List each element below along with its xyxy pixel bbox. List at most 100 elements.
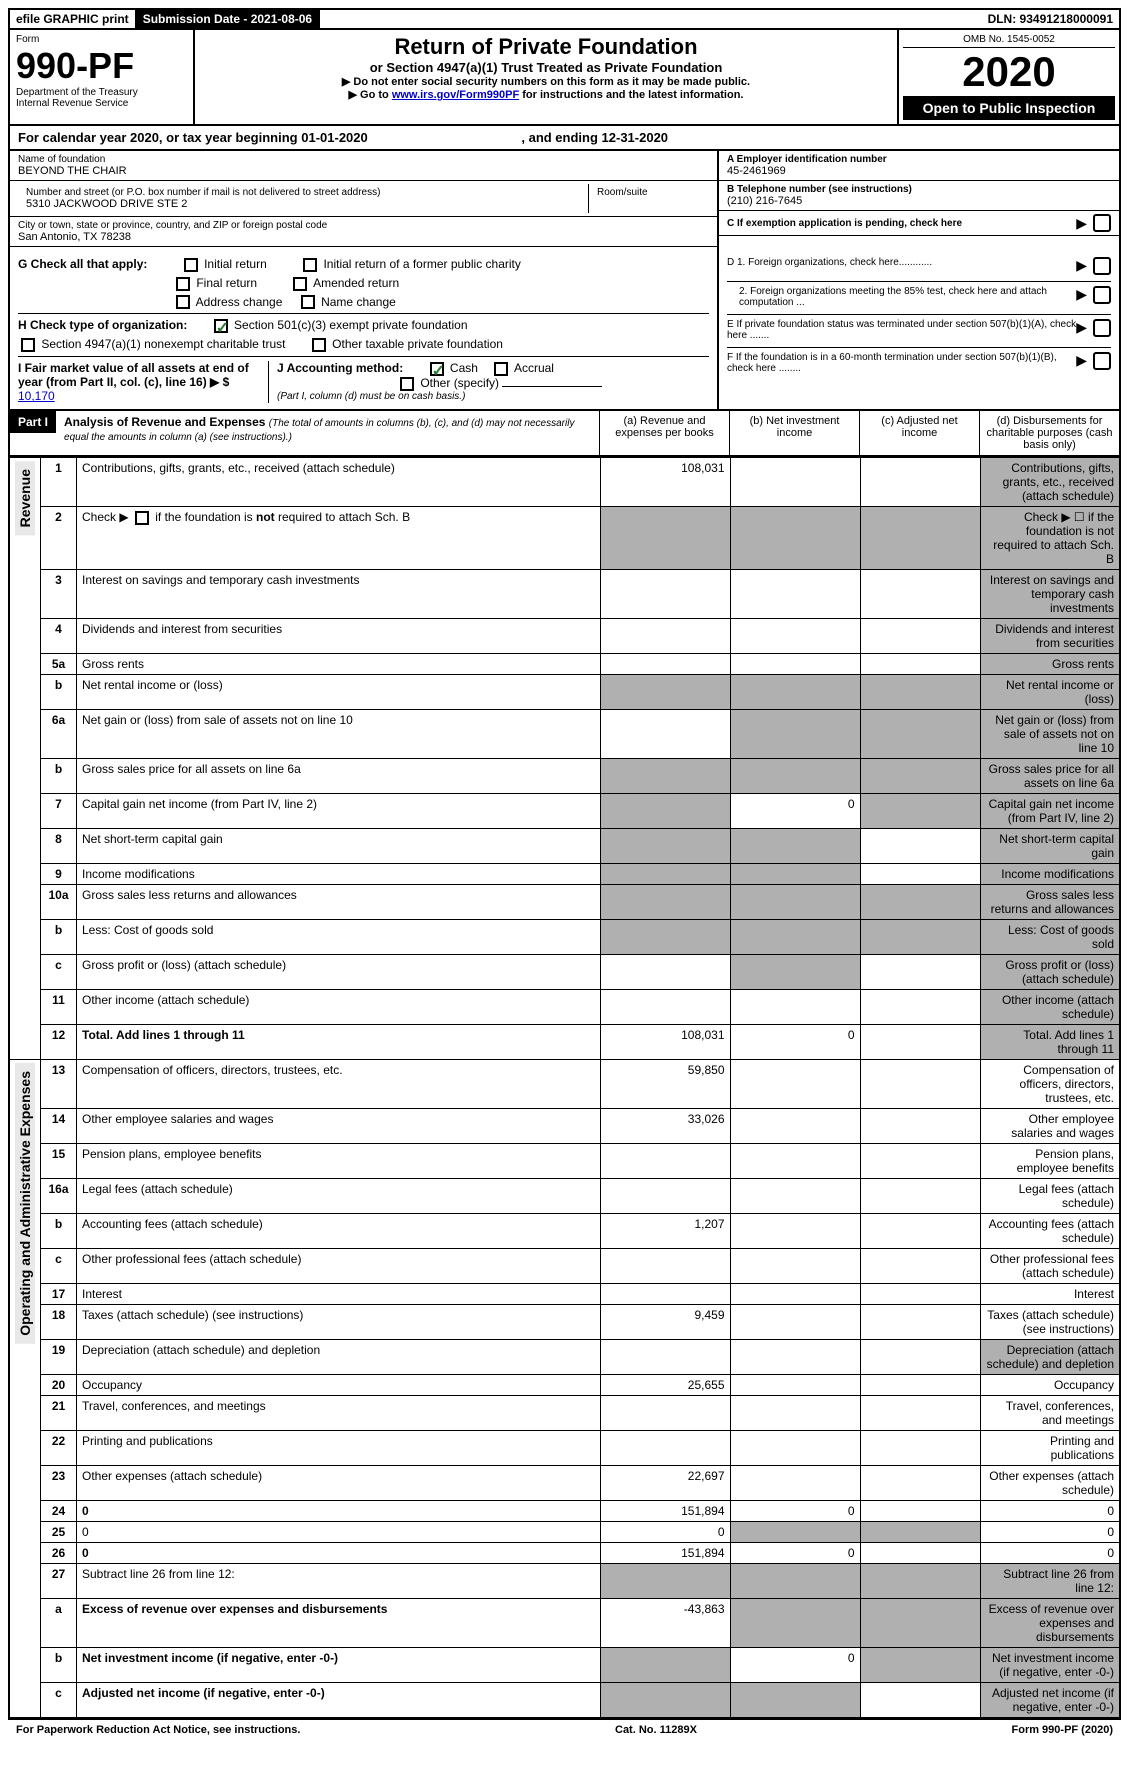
cell-b xyxy=(730,1144,860,1179)
cell-a xyxy=(600,829,730,864)
col-d-header: (d) Disbursements for charitable purpose… xyxy=(979,411,1119,455)
table-row: Revenue1Contributions, gifts, grants, et… xyxy=(9,458,1120,507)
cell-a: 151,894 xyxy=(600,1543,730,1564)
line-desc: Capital gain net income (from Part IV, l… xyxy=(77,794,601,829)
line-number: 7 xyxy=(41,794,77,829)
cell-b xyxy=(730,1599,860,1648)
cell-c xyxy=(860,654,980,675)
table-row: bGross sales price for all assets on lin… xyxy=(9,759,1120,794)
irs-link[interactable]: www.irs.gov/Form990PF xyxy=(392,89,519,101)
addr-change-checkbox[interactable] xyxy=(176,295,190,309)
line-desc: Gross rents xyxy=(77,654,601,675)
cell-c xyxy=(860,1396,980,1431)
fmv-value[interactable]: 10,170 xyxy=(18,389,55,403)
line-desc: Depreciation (attach schedule) and deple… xyxy=(77,1340,601,1375)
cell-a: 108,031 xyxy=(600,458,730,507)
line-number: 13 xyxy=(41,1060,77,1109)
cell-c xyxy=(860,920,980,955)
cell-d: Excess of revenue over expenses and disb… xyxy=(980,1599,1120,1648)
cell-c xyxy=(860,1025,980,1060)
cell-d: Interest on savings and temporary cash i… xyxy=(980,570,1120,619)
cell-c xyxy=(860,710,980,759)
cell-d: Legal fees (attach schedule) xyxy=(980,1179,1120,1214)
exemption-checkbox[interactable] xyxy=(1093,214,1111,232)
sch-b-checkbox[interactable] xyxy=(135,511,149,525)
table-row: 15Pension plans, employee benefitsPensio… xyxy=(9,1144,1120,1179)
top-bar: efile GRAPHIC print Submission Date - 20… xyxy=(8,8,1121,30)
name-change-checkbox[interactable] xyxy=(301,295,315,309)
line-number: b xyxy=(41,759,77,794)
cell-d: Printing and publications xyxy=(980,1431,1120,1466)
cell-c xyxy=(860,885,980,920)
city: San Antonio, TX 78238 xyxy=(18,231,709,243)
line-number: 21 xyxy=(41,1396,77,1431)
line-desc: 0 xyxy=(77,1501,601,1522)
table-row: 6aNet gain or (loss) from sale of assets… xyxy=(9,710,1120,759)
line-number: 17 xyxy=(41,1284,77,1305)
line-desc: Printing and publications xyxy=(77,1431,601,1466)
cell-d: 0 xyxy=(980,1543,1120,1564)
cell-b: 0 xyxy=(730,1543,860,1564)
cell-c xyxy=(860,1214,980,1249)
cell-a xyxy=(600,864,730,885)
cell-b xyxy=(730,1683,860,1719)
f-checkbox[interactable] xyxy=(1093,352,1111,370)
line-number: a xyxy=(41,1599,77,1648)
j-note: (Part I, column (d) must be on cash basi… xyxy=(277,391,709,402)
cell-b xyxy=(730,1431,860,1466)
line-number: b xyxy=(41,1648,77,1683)
table-row: 260151,89400 xyxy=(9,1543,1120,1564)
cell-d: Gross profit or (loss) (attach schedule) xyxy=(980,955,1120,990)
table-row: 14Other employee salaries and wages33,02… xyxy=(9,1109,1120,1144)
line-number: 15 xyxy=(41,1144,77,1179)
dln: DLN: 93491218000091 xyxy=(982,10,1119,28)
cell-c xyxy=(860,1305,980,1340)
cell-c xyxy=(860,1109,980,1144)
amended-checkbox[interactable] xyxy=(293,277,307,291)
line-desc: Less: Cost of goods sold xyxy=(77,920,601,955)
cell-b: 0 xyxy=(730,1648,860,1683)
d1-checkbox[interactable] xyxy=(1093,257,1111,275)
line-desc: Occupancy xyxy=(77,1375,601,1396)
final-return-checkbox[interactable] xyxy=(176,277,190,291)
cell-b xyxy=(730,955,860,990)
room-label: Room/suite xyxy=(589,184,709,213)
cell-b xyxy=(730,829,860,864)
cell-a: 0 xyxy=(600,1522,730,1543)
cell-a xyxy=(600,507,730,570)
d2-checkbox[interactable] xyxy=(1093,286,1111,304)
accrual-checkbox[interactable] xyxy=(494,362,508,376)
line-desc: Other income (attach schedule) xyxy=(77,990,601,1025)
cell-b xyxy=(730,1564,860,1599)
other-specify-checkbox[interactable] xyxy=(400,377,414,391)
501c3-checkbox[interactable] xyxy=(214,319,228,333)
foundation-info: Name of foundation BEYOND THE CHAIR Numb… xyxy=(8,151,1121,247)
cell-d: Net short-term capital gain xyxy=(980,829,1120,864)
line-number: 6a xyxy=(41,710,77,759)
tax-year: 2020 xyxy=(903,48,1115,96)
table-row: bNet investment income (if negative, ent… xyxy=(9,1648,1120,1683)
initial-return-checkbox[interactable] xyxy=(184,258,198,272)
cell-a xyxy=(600,675,730,710)
other-taxable-checkbox[interactable] xyxy=(312,338,326,352)
line-desc: Adjusted net income (if negative, enter … xyxy=(77,1683,601,1719)
initial-former-checkbox[interactable] xyxy=(303,258,317,272)
line-desc: Income modifications xyxy=(77,864,601,885)
cell-c xyxy=(860,794,980,829)
cell-c xyxy=(860,619,980,654)
cell-d: Compensation of officers, directors, tru… xyxy=(980,1060,1120,1109)
line-desc: Gross sales price for all assets on line… xyxy=(77,759,601,794)
cell-c xyxy=(860,955,980,990)
cash-checkbox[interactable] xyxy=(430,362,444,376)
h-label: H Check type of organization: xyxy=(18,318,187,332)
line-number: b xyxy=(41,1214,77,1249)
4947-checkbox[interactable] xyxy=(21,338,35,352)
cell-d: Net rental income or (loss) xyxy=(980,675,1120,710)
col-c-header: (c) Adjusted net income xyxy=(859,411,979,455)
line-number: 5a xyxy=(41,654,77,675)
paperwork-notice: For Paperwork Reduction Act Notice, see … xyxy=(16,1724,300,1736)
table-row: 11Other income (attach schedule)Other in… xyxy=(9,990,1120,1025)
table-row: bLess: Cost of goods soldLess: Cost of g… xyxy=(9,920,1120,955)
cell-c xyxy=(860,829,980,864)
e-checkbox[interactable] xyxy=(1093,319,1111,337)
